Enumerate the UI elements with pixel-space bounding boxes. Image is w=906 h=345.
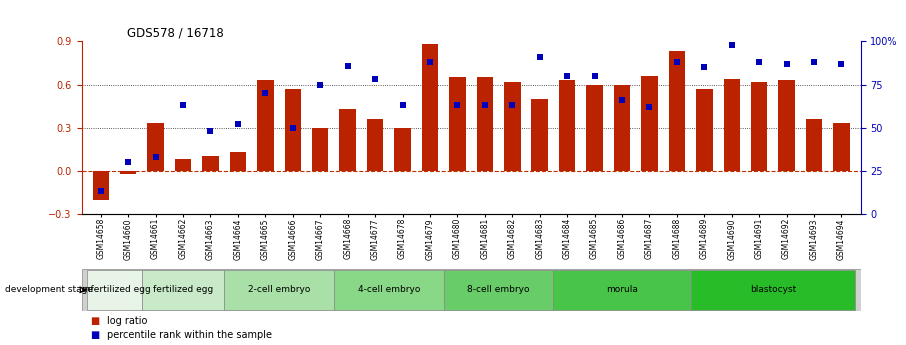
Point (395, 102, 410, 108)
Point (587, 73, 602, 79)
Bar (532, 99, 548, 171)
Bar (554, 270, 690, 310)
Bar (142, 270, 224, 310)
Bar (504, 82, 521, 171)
Text: ■: ■ (91, 316, 100, 326)
Point (258, 90, 273, 96)
Point (423, 59, 438, 65)
Bar (257, 80, 274, 171)
Bar (696, 89, 712, 171)
Point (313, 82, 327, 87)
Bar (477, 77, 493, 171)
Text: blastocyst: blastocyst (750, 285, 796, 294)
Bar (444, 270, 554, 310)
Point (505, 102, 519, 108)
Bar (202, 156, 218, 171)
Point (120, 159, 135, 165)
Bar (367, 119, 383, 171)
Bar (230, 152, 246, 171)
Bar (87, 270, 142, 310)
Bar (394, 128, 410, 171)
Point (807, 59, 822, 65)
Point (149, 154, 163, 160)
Text: ■: ■ (91, 330, 100, 339)
Bar (641, 76, 658, 171)
Point (834, 61, 849, 67)
Point (285, 125, 300, 130)
Bar (690, 270, 855, 310)
Bar (751, 82, 767, 171)
Point (725, 42, 739, 48)
Bar (778, 80, 795, 171)
Bar (559, 80, 575, 171)
Point (341, 63, 355, 68)
Text: morula: morula (606, 285, 638, 294)
Text: percentile rank within the sample: percentile rank within the sample (107, 330, 272, 339)
Bar (92, 171, 109, 199)
Text: 8-cell embryo: 8-cell embryo (467, 285, 530, 294)
Bar (340, 109, 356, 171)
Text: development stage: development stage (5, 285, 92, 294)
Bar (175, 159, 191, 171)
Text: 4-cell embryo: 4-cell embryo (358, 285, 420, 294)
Bar (613, 85, 631, 171)
Text: GDS578 / 16718: GDS578 / 16718 (127, 27, 224, 40)
Bar (334, 270, 444, 310)
Point (697, 65, 711, 70)
Text: unfertilized egg: unfertilized egg (79, 285, 150, 294)
Point (670, 59, 684, 65)
Bar (120, 171, 137, 174)
Bar (586, 85, 602, 171)
Point (450, 102, 465, 108)
Point (477, 102, 492, 108)
Bar (834, 123, 850, 171)
Point (368, 77, 382, 82)
Bar (421, 44, 439, 171)
Point (752, 59, 766, 65)
Point (533, 54, 547, 60)
Text: log ratio: log ratio (107, 316, 148, 326)
Text: 2-cell embryo: 2-cell embryo (248, 285, 310, 294)
Point (176, 102, 190, 108)
Point (93, 189, 108, 194)
Bar (724, 79, 740, 171)
Point (203, 128, 217, 134)
Point (560, 73, 574, 79)
Point (615, 97, 630, 103)
Bar (148, 123, 164, 171)
Text: fertilized egg: fertilized egg (153, 285, 213, 294)
Bar (669, 51, 685, 171)
Bar (284, 89, 301, 171)
Point (231, 121, 246, 127)
Point (779, 61, 794, 67)
Bar (449, 77, 466, 171)
Bar (805, 119, 823, 171)
Bar (312, 128, 329, 171)
Bar (224, 270, 334, 310)
Point (642, 104, 657, 110)
